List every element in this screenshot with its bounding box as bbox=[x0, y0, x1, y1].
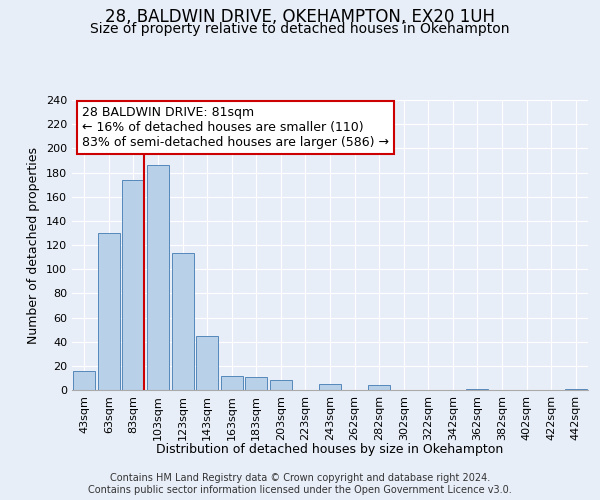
Text: 28, BALDWIN DRIVE, OKEHAMPTON, EX20 1UH: 28, BALDWIN DRIVE, OKEHAMPTON, EX20 1UH bbox=[105, 8, 495, 26]
Y-axis label: Number of detached properties: Number of detached properties bbox=[28, 146, 40, 344]
Bar bbox=[122, 180, 145, 390]
Bar bbox=[73, 370, 95, 390]
Bar bbox=[196, 336, 218, 390]
Bar bbox=[221, 376, 243, 390]
Bar bbox=[172, 254, 194, 390]
Text: Distribution of detached houses by size in Okehampton: Distribution of detached houses by size … bbox=[157, 442, 503, 456]
Text: Contains HM Land Registry data © Crown copyright and database right 2024.
Contai: Contains HM Land Registry data © Crown c… bbox=[88, 474, 512, 495]
Bar bbox=[270, 380, 292, 390]
Bar bbox=[466, 389, 488, 390]
Bar bbox=[319, 384, 341, 390]
Text: Size of property relative to detached houses in Okehampton: Size of property relative to detached ho… bbox=[90, 22, 510, 36]
Text: 28 BALDWIN DRIVE: 81sqm
← 16% of detached houses are smaller (110)
83% of semi-d: 28 BALDWIN DRIVE: 81sqm ← 16% of detache… bbox=[82, 106, 389, 149]
Bar bbox=[147, 166, 169, 390]
Bar bbox=[368, 385, 390, 390]
Bar bbox=[245, 376, 268, 390]
Bar bbox=[565, 389, 587, 390]
Bar bbox=[98, 233, 120, 390]
